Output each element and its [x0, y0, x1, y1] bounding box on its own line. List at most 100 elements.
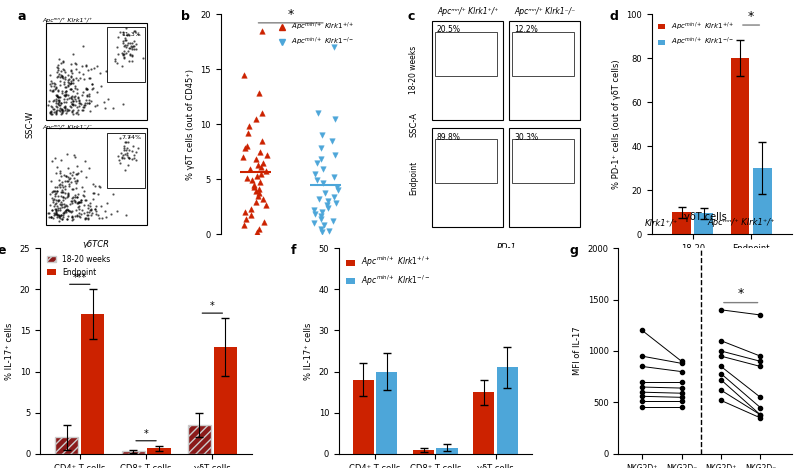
Point [94, 183, 106, 190]
Point [54, 67, 67, 75]
Point [257, 195, 270, 203]
Point [78, 196, 91, 204]
Point [51, 187, 64, 195]
Point [53, 107, 66, 115]
Point [86, 84, 99, 91]
Point [59, 109, 72, 117]
Bar [497, 367, 518, 454]
Point [54, 100, 67, 107]
Point [42, 209, 54, 217]
Point [51, 92, 64, 99]
Point [314, 145, 327, 152]
Point [50, 200, 62, 207]
Point [81, 209, 94, 216]
Point [82, 164, 95, 171]
Point [44, 213, 57, 221]
Point [249, 115, 262, 122]
Point [53, 78, 66, 85]
Point [52, 72, 65, 80]
Point [78, 101, 90, 108]
Point [65, 217, 78, 224]
Point [66, 51, 79, 58]
Point [90, 102, 103, 109]
Text: Apcᵐⁿ/⁺ Klrk1⁻/⁻: Apcᵐⁿ/⁺ Klrk1⁻/⁻ [42, 125, 92, 130]
X-axis label: γδTCR: γδTCR [82, 240, 110, 249]
Point [68, 191, 81, 199]
Point [106, 104, 119, 111]
Point [252, 225, 265, 232]
Point [65, 95, 78, 103]
Point [116, 30, 129, 37]
Point [120, 41, 133, 49]
Point [74, 99, 86, 106]
Point [51, 66, 64, 74]
Point [66, 101, 78, 108]
Point [58, 68, 71, 75]
Point [330, 199, 342, 207]
Point [84, 108, 97, 115]
Point [72, 106, 85, 114]
Point [47, 195, 60, 203]
Point [48, 82, 61, 90]
Point [118, 146, 130, 154]
Point [57, 193, 70, 200]
Point [255, 109, 268, 117]
Point [91, 190, 104, 197]
Text: 89.8%: 89.8% [437, 133, 461, 142]
Point [53, 71, 66, 78]
Text: f: f [290, 244, 296, 257]
Point [125, 42, 138, 50]
Point [57, 213, 70, 220]
Point [118, 139, 131, 146]
Point [322, 227, 335, 234]
Point [50, 73, 63, 80]
Point [64, 207, 77, 215]
Point [44, 80, 57, 88]
Point [238, 221, 250, 229]
Point [130, 156, 142, 163]
Point [65, 94, 78, 102]
Point [56, 215, 69, 222]
Point [62, 193, 74, 200]
Point [69, 95, 82, 103]
Point [52, 211, 65, 219]
Point [63, 208, 76, 215]
Point [51, 99, 64, 107]
Point [74, 210, 87, 218]
Point [128, 27, 141, 35]
Point [99, 67, 112, 75]
Point [42, 98, 55, 105]
Point [51, 88, 64, 95]
Point [126, 45, 138, 52]
Point [69, 177, 82, 184]
Point [126, 52, 138, 59]
Point [45, 107, 58, 115]
Y-axis label: MFI of IL-17: MFI of IL-17 [573, 327, 582, 375]
Point [51, 65, 64, 72]
Point [73, 97, 86, 104]
Point [92, 211, 105, 219]
Point [58, 208, 70, 216]
Point [68, 198, 81, 206]
Point [58, 194, 71, 202]
Point [69, 82, 82, 89]
Point [79, 86, 92, 93]
Point [68, 59, 81, 67]
Point [119, 34, 132, 42]
Point [128, 45, 141, 53]
Point [85, 206, 98, 214]
Point [58, 185, 71, 192]
Bar [672, 212, 691, 234]
Point [118, 154, 130, 161]
Point [126, 51, 138, 59]
Point [58, 103, 70, 111]
Point [309, 170, 322, 177]
Point [70, 85, 83, 93]
Point [66, 185, 78, 192]
Point [330, 183, 343, 190]
Point [250, 187, 262, 195]
Point [88, 205, 101, 212]
Point [82, 66, 94, 74]
Point [74, 213, 87, 221]
Point [69, 84, 82, 92]
